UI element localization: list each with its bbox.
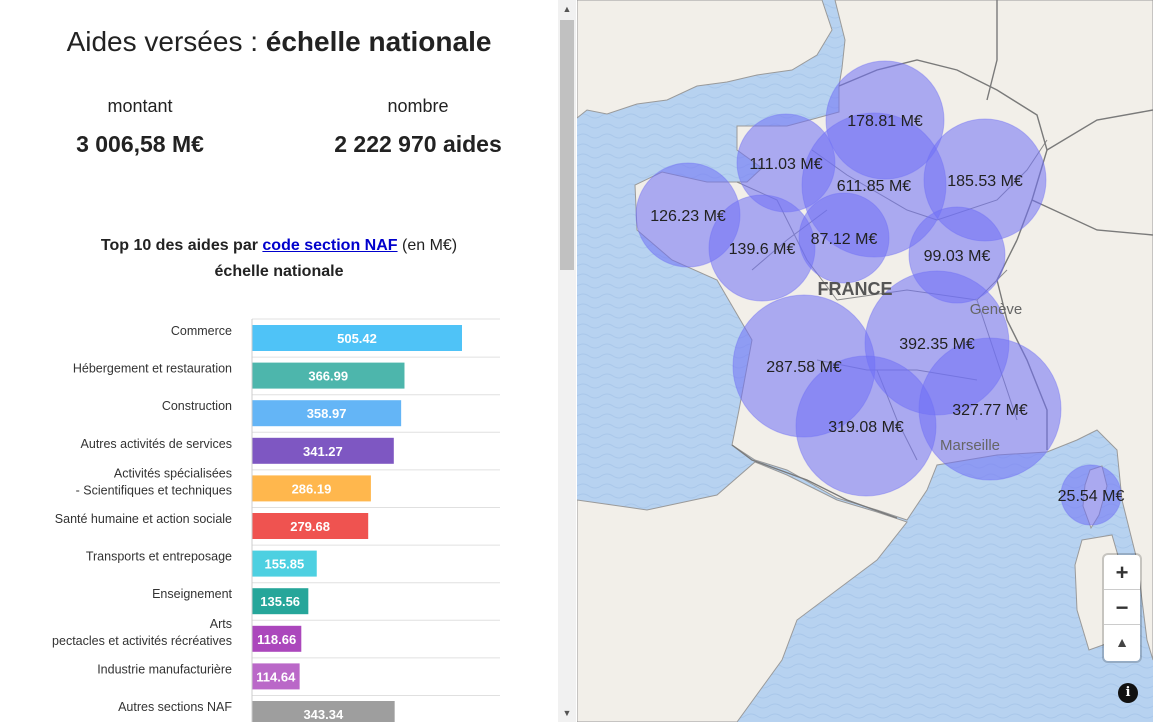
bar-value-label: 114.64 (256, 669, 296, 684)
bar-value-label: 279.68 (290, 519, 330, 534)
bar-category-label: - Scientifiques et techniques (76, 483, 232, 497)
kpi-nombre: nombre 2 222 970 aides (288, 96, 548, 158)
bar-category-label: Enseignement (152, 587, 232, 601)
bar-value-label: 341.27 (303, 444, 343, 459)
region-bubble-label: 87.12 M€ (811, 231, 878, 248)
bar[interactable] (252, 625, 302, 652)
bar-category-label: Transports et entreposage (86, 550, 232, 564)
region-bubble-label: 25.54 M€ (1058, 488, 1125, 505)
bar-value-label: 505.42 (337, 331, 377, 346)
region-bubble-label: 185.53 M€ (947, 173, 1023, 190)
page-title-bold: échelle nationale (265, 26, 492, 57)
map-label-marseille: Marseille (940, 437, 1000, 454)
bar[interactable] (252, 400, 402, 427)
chart-subtitle: échelle nationale (214, 263, 344, 280)
region-bubble-label: 178.81 M€ (847, 113, 923, 130)
land-iberia (577, 461, 908, 722)
region-bubble-label: 139.6 M€ (729, 241, 796, 258)
zoom-control: + − ▲ (1104, 555, 1140, 661)
bar-category-label: Industrie manufacturière (97, 662, 232, 676)
bar-chart: 505.42 Commerce 366.99 Hébergement et resta… (52, 318, 500, 722)
bar-value-label: 118.66 (257, 632, 296, 647)
compass-north-icon[interactable]: ▲ (1115, 634, 1129, 650)
bar-value-label: 366.99 (308, 369, 348, 384)
region-bubble[interactable] (798, 192, 890, 284)
bar-category-label: Construction (162, 399, 232, 413)
region-bubble-label: 111.03 M€ (749, 156, 822, 173)
chart-title-line: Top 10 des aides par code section NAF (e… (0, 233, 558, 259)
bar-value-label: 286.19 (292, 481, 332, 496)
bar[interactable] (252, 513, 369, 539)
page-title-normal: Aides versées : (66, 26, 266, 57)
info-icon[interactable]: i (1118, 683, 1138, 703)
bar-value-label: 155.85 (264, 557, 304, 572)
kpi-nombre-value: 2 222 970 aides (334, 131, 502, 157)
bar[interactable] (252, 475, 371, 502)
map-canvas[interactable]: 178.81 M€ 111.03 M€ 611.85 M€ 185.53 M€ 126.… (577, 0, 1153, 722)
bar-value-label: 135.56 (260, 594, 300, 609)
bar-category-label: pectacles et activités récréatives (52, 634, 232, 648)
kpi-montant: montant 3 006,58 M€ (10, 96, 270, 158)
region-bubble-label: 319.08 M€ (828, 419, 904, 436)
zoom-out-button[interactable]: − (1104, 590, 1140, 625)
chart-title: Top 10 des aides par code section NAF (e… (0, 233, 558, 285)
scroll-up-arrow-icon[interactable]: ▲ (562, 4, 572, 14)
chart-title-suffix: (en M€) (397, 237, 458, 254)
bar[interactable] (252, 362, 405, 389)
scroll-down-arrow-icon[interactable]: ▼ (562, 708, 572, 718)
bar[interactable] (252, 701, 395, 722)
region-bubble-label: 611.85 M€ (837, 178, 912, 195)
map-label-geneve: Genève (970, 301, 1023, 318)
region-bubble-label: 392.35 M€ (899, 336, 975, 353)
kpi-montant-label: montant (107, 96, 173, 116)
bar[interactable] (252, 550, 317, 577)
region-bubble-label: 126.23 M€ (650, 208, 726, 225)
left-panel: Aides versées : échelle nationale montan… (0, 0, 558, 722)
map-label-france: FRANCE (818, 279, 893, 299)
bar[interactable] (252, 325, 462, 351)
land-england (577, 0, 833, 119)
region-bubbles: 178.81 M€ 111.03 M€ 611.85 M€ 185.53 M€ 126.… (635, 60, 1125, 526)
kpi-nombre-label: nombre (387, 96, 449, 116)
bar-category-label: Autres sections NAF (118, 700, 232, 714)
map[interactable]: 178.81 M€ 111.03 M€ 611.85 M€ 185.53 M€ 126.… (577, 0, 1153, 722)
page-title: Aides versées : échelle nationale (0, 26, 558, 58)
scroll-thumb[interactable] (560, 20, 574, 270)
kpi-montant-value: 3 006,58 M€ (76, 131, 204, 157)
bar-category-label: Commerce (171, 324, 232, 338)
naf-code-link[interactable]: code section NAF (262, 237, 398, 254)
bar-value-label: 343.34 (303, 707, 344, 722)
zoom-in-button[interactable]: + (1104, 555, 1140, 590)
region-bubble[interactable] (1060, 464, 1122, 526)
region-bubble-label: 287.58 M€ (766, 359, 842, 376)
bar[interactable] (252, 663, 300, 690)
bar-category-label: Arts (210, 617, 232, 631)
chart-title-prefix: Top 10 des aides par (100, 237, 263, 254)
bar-category-label: Santé humaine et action sociale (55, 512, 232, 526)
region-bubble-label: 327.77 M€ (952, 402, 1028, 419)
scrollbar[interactable]: ▲ ▼ (558, 0, 576, 722)
region-bubble[interactable] (795, 355, 937, 497)
region-bubble-label: 99.03 M€ (924, 248, 991, 265)
bar[interactable] (252, 588, 309, 615)
bar-value-label: 358.97 (307, 406, 347, 421)
bar-category-label: Activités spécialisées (114, 466, 232, 480)
bar[interactable] (252, 437, 394, 464)
bar-category-label: Hébergement et restauration (73, 362, 232, 376)
bar-category-label: Autres activités de services (81, 437, 232, 451)
